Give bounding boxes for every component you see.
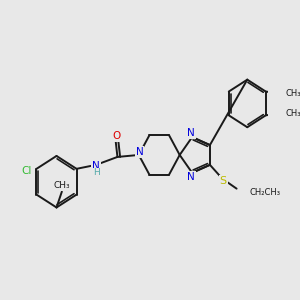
Text: N: N bbox=[92, 161, 100, 171]
Text: CH₃: CH₃ bbox=[53, 181, 70, 190]
Text: CH₂CH₃: CH₂CH₃ bbox=[249, 188, 280, 197]
Text: N: N bbox=[188, 128, 195, 138]
Text: CH₃: CH₃ bbox=[285, 109, 300, 118]
Text: H: H bbox=[93, 168, 100, 177]
Text: O: O bbox=[112, 131, 121, 141]
Text: N: N bbox=[188, 172, 195, 182]
Text: Cl: Cl bbox=[22, 166, 32, 176]
Text: CH₃: CH₃ bbox=[285, 89, 300, 98]
Text: N: N bbox=[136, 147, 144, 157]
Text: S: S bbox=[220, 176, 227, 186]
